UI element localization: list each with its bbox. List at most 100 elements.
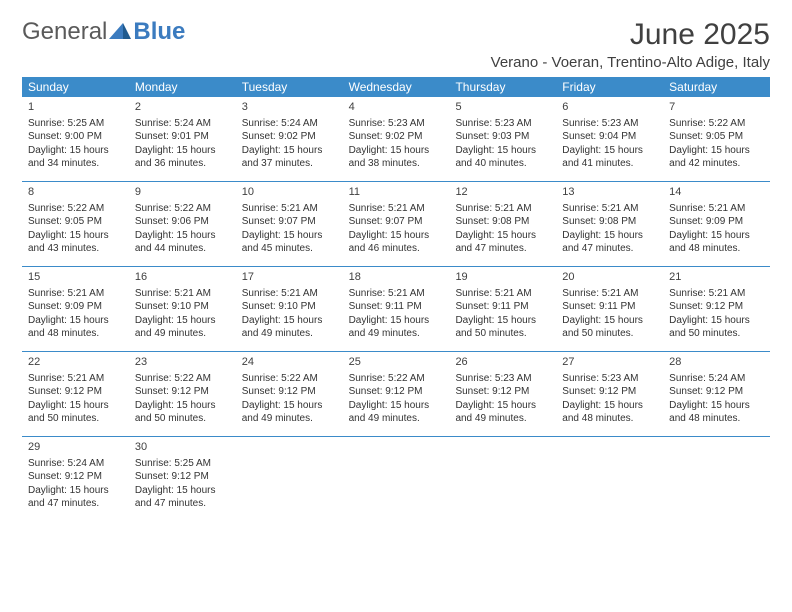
day-sunset: Sunset: 9:12 PM <box>669 385 764 399</box>
day-cell: 14Sunrise: 5:21 AMSunset: 9:09 PMDayligh… <box>663 182 770 266</box>
day-cell <box>236 437 343 521</box>
day-cell: 25Sunrise: 5:22 AMSunset: 9:12 PMDayligh… <box>343 352 450 436</box>
day-sunrise: Sunrise: 5:21 AM <box>455 287 550 301</box>
day-cell: 21Sunrise: 5:21 AMSunset: 9:12 PMDayligh… <box>663 267 770 351</box>
day-cell <box>449 437 556 521</box>
day-sunset: Sunset: 9:09 PM <box>669 215 764 229</box>
day-day2: and 50 minutes. <box>455 327 550 341</box>
day-day2: and 45 minutes. <box>242 242 337 256</box>
day-day2: and 49 minutes. <box>349 412 444 426</box>
day-day2: and 44 minutes. <box>135 242 230 256</box>
day-number: 24 <box>242 355 337 370</box>
day-day1: Daylight: 15 hours <box>562 314 657 328</box>
day-number: 8 <box>28 185 123 200</box>
day-cell: 23Sunrise: 5:22 AMSunset: 9:12 PMDayligh… <box>129 352 236 436</box>
day-cell: 12Sunrise: 5:21 AMSunset: 9:08 PMDayligh… <box>449 182 556 266</box>
day-day2: and 49 minutes. <box>242 327 337 341</box>
day-day2: and 38 minutes. <box>349 157 444 171</box>
day-cell <box>663 437 770 521</box>
day-sunrise: Sunrise: 5:21 AM <box>562 287 657 301</box>
day-day2: and 50 minutes. <box>135 412 230 426</box>
day-cell: 16Sunrise: 5:21 AMSunset: 9:10 PMDayligh… <box>129 267 236 351</box>
day-cell: 3Sunrise: 5:24 AMSunset: 9:02 PMDaylight… <box>236 97 343 181</box>
month-title: June 2025 <box>491 18 770 52</box>
day-day1: Daylight: 15 hours <box>242 314 337 328</box>
day-header-wednesday: Wednesday <box>343 77 450 97</box>
day-cell: 29Sunrise: 5:24 AMSunset: 9:12 PMDayligh… <box>22 437 129 521</box>
day-sunset: Sunset: 9:10 PM <box>135 300 230 314</box>
day-day1: Daylight: 15 hours <box>669 314 764 328</box>
day-number: 18 <box>349 270 444 285</box>
calendar-grid: Sunday Monday Tuesday Wednesday Thursday… <box>22 77 770 521</box>
day-number: 10 <box>242 185 337 200</box>
day-sunset: Sunset: 9:11 PM <box>562 300 657 314</box>
day-day2: and 48 minutes. <box>28 327 123 341</box>
day-cell: 8Sunrise: 5:22 AMSunset: 9:05 PMDaylight… <box>22 182 129 266</box>
day-number: 28 <box>669 355 764 370</box>
day-number: 14 <box>669 185 764 200</box>
day-day2: and 49 minutes. <box>242 412 337 426</box>
day-number: 20 <box>562 270 657 285</box>
day-sunset: Sunset: 9:06 PM <box>135 215 230 229</box>
day-day2: and 50 minutes. <box>28 412 123 426</box>
day-sunset: Sunset: 9:11 PM <box>349 300 444 314</box>
day-sunset: Sunset: 9:12 PM <box>349 385 444 399</box>
day-sunset: Sunset: 9:01 PM <box>135 130 230 144</box>
day-sunrise: Sunrise: 5:22 AM <box>349 372 444 386</box>
day-day1: Daylight: 15 hours <box>135 229 230 243</box>
day-day2: and 48 minutes. <box>669 412 764 426</box>
day-header-monday: Monday <box>129 77 236 97</box>
day-day1: Daylight: 15 hours <box>349 314 444 328</box>
day-day1: Daylight: 15 hours <box>28 144 123 158</box>
day-day1: Daylight: 15 hours <box>28 484 123 498</box>
day-cell: 19Sunrise: 5:21 AMSunset: 9:11 PMDayligh… <box>449 267 556 351</box>
day-day1: Daylight: 15 hours <box>242 144 337 158</box>
day-day1: Daylight: 15 hours <box>135 314 230 328</box>
day-header-friday: Friday <box>556 77 663 97</box>
day-number: 29 <box>28 440 123 455</box>
day-number: 22 <box>28 355 123 370</box>
day-sunrise: Sunrise: 5:22 AM <box>669 117 764 131</box>
day-day2: and 49 minutes. <box>349 327 444 341</box>
day-day2: and 49 minutes. <box>455 412 550 426</box>
day-day2: and 48 minutes. <box>669 242 764 256</box>
day-cell: 10Sunrise: 5:21 AMSunset: 9:07 PMDayligh… <box>236 182 343 266</box>
day-cell: 17Sunrise: 5:21 AMSunset: 9:10 PMDayligh… <box>236 267 343 351</box>
day-sunset: Sunset: 9:07 PM <box>242 215 337 229</box>
day-number: 13 <box>562 185 657 200</box>
day-sunrise: Sunrise: 5:23 AM <box>455 372 550 386</box>
day-day2: and 47 minutes. <box>562 242 657 256</box>
day-number: 2 <box>135 100 230 115</box>
day-day1: Daylight: 15 hours <box>562 229 657 243</box>
day-sunrise: Sunrise: 5:22 AM <box>135 372 230 386</box>
day-sunrise: Sunrise: 5:21 AM <box>28 372 123 386</box>
day-cell: 9Sunrise: 5:22 AMSunset: 9:06 PMDaylight… <box>129 182 236 266</box>
day-cell: 15Sunrise: 5:21 AMSunset: 9:09 PMDayligh… <box>22 267 129 351</box>
day-day2: and 34 minutes. <box>28 157 123 171</box>
day-sunrise: Sunrise: 5:21 AM <box>242 287 337 301</box>
day-day1: Daylight: 15 hours <box>135 484 230 498</box>
day-sunrise: Sunrise: 5:21 AM <box>669 202 764 216</box>
day-cell: 5Sunrise: 5:23 AMSunset: 9:03 PMDaylight… <box>449 97 556 181</box>
day-day1: Daylight: 15 hours <box>349 144 444 158</box>
week-row: 15Sunrise: 5:21 AMSunset: 9:09 PMDayligh… <box>22 266 770 351</box>
day-day1: Daylight: 15 hours <box>562 144 657 158</box>
day-day1: Daylight: 15 hours <box>242 229 337 243</box>
day-cell: 18Sunrise: 5:21 AMSunset: 9:11 PMDayligh… <box>343 267 450 351</box>
day-sunset: Sunset: 9:12 PM <box>135 470 230 484</box>
day-sunrise: Sunrise: 5:22 AM <box>242 372 337 386</box>
day-day1: Daylight: 15 hours <box>135 399 230 413</box>
day-day1: Daylight: 15 hours <box>28 314 123 328</box>
day-sunset: Sunset: 9:12 PM <box>562 385 657 399</box>
day-sunset: Sunset: 9:02 PM <box>349 130 444 144</box>
day-number: 21 <box>669 270 764 285</box>
day-sunrise: Sunrise: 5:25 AM <box>28 117 123 131</box>
day-header-sunday: Sunday <box>22 77 129 97</box>
day-sunset: Sunset: 9:11 PM <box>455 300 550 314</box>
day-sunrise: Sunrise: 5:23 AM <box>562 372 657 386</box>
day-sunset: Sunset: 9:04 PM <box>562 130 657 144</box>
day-cell: 13Sunrise: 5:21 AMSunset: 9:08 PMDayligh… <box>556 182 663 266</box>
day-day2: and 47 minutes. <box>455 242 550 256</box>
day-cell: 22Sunrise: 5:21 AMSunset: 9:12 PMDayligh… <box>22 352 129 436</box>
day-day2: and 48 minutes. <box>562 412 657 426</box>
